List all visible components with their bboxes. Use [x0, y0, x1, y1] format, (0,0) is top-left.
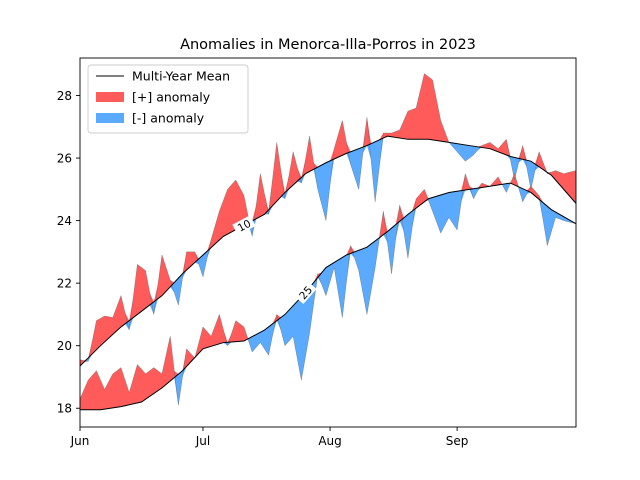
- mean-label-upper-group: 10: [232, 215, 256, 236]
- mean-label-lower-bg: [294, 281, 317, 305]
- mean-line-upper: [80, 135, 576, 367]
- x-tick-label: Jul: [195, 434, 210, 448]
- mean-line-lower: [80, 182, 576, 411]
- legend-swatch-positive: [96, 92, 124, 102]
- legend-box: [87, 64, 249, 134]
- legend-label: Multi-Year Mean: [132, 69, 230, 84]
- x-tick-label: Aug: [318, 434, 341, 448]
- legend-label: [+] anomaly: [132, 90, 211, 105]
- chart-title: Anomalies in Menorca-Illa-Porros in 2023: [180, 37, 476, 53]
- x-tick-label: Sep: [446, 434, 469, 448]
- legend-label: [-] anomaly: [132, 111, 205, 126]
- y-tick-label: 18: [57, 402, 72, 416]
- mean-label-upper-bg: [232, 215, 256, 236]
- observed-line-upper: [80, 73, 576, 362]
- y-tick-label: 24: [57, 214, 72, 228]
- axes: 18 20 22 24 26 28 Jun Jul Aug Sep: [57, 57, 577, 448]
- positive-anomaly-area-lower: [80, 173, 576, 410]
- legend: Multi-Year Mean [+] anomaly [-] anomaly: [87, 64, 249, 134]
- y-tick-label: 26: [57, 152, 72, 166]
- y-tick-label: 28: [57, 89, 72, 103]
- mean-label-upper: 10: [236, 218, 253, 235]
- legend-swatch-negative: [96, 113, 124, 123]
- axes-frame: [79, 57, 577, 428]
- y-tick-label: 20: [57, 339, 72, 353]
- negative-anomaly-area-upper: [80, 136, 576, 367]
- x-tick-label: Jun: [70, 434, 90, 448]
- y-tick-label: 22: [57, 277, 72, 291]
